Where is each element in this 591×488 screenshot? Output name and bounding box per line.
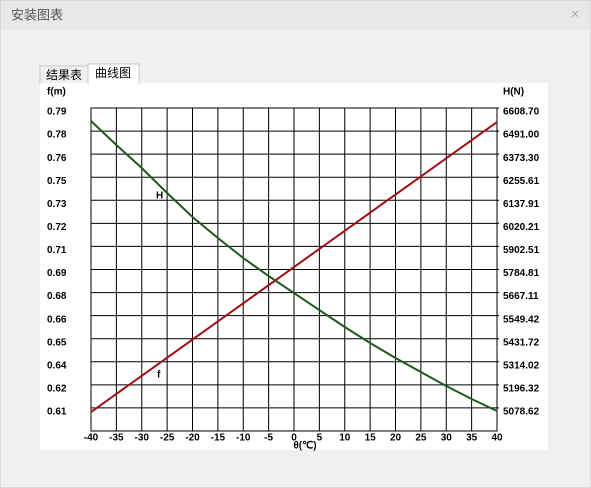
- y2-tick-label: 6608.70: [503, 107, 540, 118]
- y-tick-label: 0.71: [47, 245, 67, 256]
- series-line: [90, 120, 498, 412]
- y-tick-label: 0.78: [47, 130, 67, 141]
- y2-tick-label: 5667.11: [503, 291, 539, 302]
- x-tick-label: -40: [84, 433, 99, 444]
- x-tick-label: -20: [185, 433, 200, 444]
- y2-tick-label: 5902.51: [503, 245, 540, 256]
- tab-joint: [88, 82, 139, 85]
- x-tick-label: 40: [491, 433, 503, 444]
- x-tick-label: 15: [365, 433, 377, 444]
- y2-axis-title: H(N): [503, 87, 524, 98]
- y2-tick-label: 6137.91: [503, 199, 540, 210]
- y-tick-label: 0.75: [47, 176, 67, 187]
- y2-tick-label: 5196.32: [503, 383, 540, 394]
- window-title: 安装图表: [11, 7, 63, 22]
- y-tick-label: 0.62: [47, 383, 67, 394]
- y-tick-label: 0.61: [47, 407, 67, 418]
- y2-tick-label: 5784.81: [503, 268, 540, 279]
- tab-label[interactable]: 曲线图: [95, 66, 131, 80]
- series-label: H: [156, 191, 163, 202]
- y-tick-label: 0.65: [47, 337, 67, 348]
- x-tick-label: 20: [390, 433, 402, 444]
- y2-tick-label: 6373.30: [503, 153, 540, 164]
- y-tick-label: 0.64: [47, 360, 67, 371]
- x-tick-label: 10: [339, 433, 351, 444]
- x-tick-label: 30: [441, 433, 453, 444]
- x-tick-label: -5: [264, 433, 273, 444]
- y2-tick-label: 6491.00: [503, 130, 540, 141]
- y-axis-title: f(m): [47, 87, 66, 98]
- y-tick-label: 0.76: [47, 153, 67, 164]
- y-tick-label: 0.79: [47, 107, 67, 118]
- title-bar: [0, 0, 591, 31]
- y-tick-label: 0.69: [47, 268, 67, 279]
- y2-tick-label: 5549.42: [503, 314, 540, 325]
- x-tick-label: -30: [135, 433, 150, 444]
- y2-tick-label: 6255.61: [503, 176, 540, 187]
- y2-tick-label: 6020.21: [503, 222, 540, 233]
- y-tick-label: 0.66: [47, 314, 67, 325]
- x-tick-label: 5: [317, 433, 323, 444]
- series-label: f: [157, 370, 161, 381]
- x-tick-label: -35: [109, 433, 124, 444]
- y2-tick-label: 5314.02: [503, 360, 540, 371]
- y-tick-label: 0.73: [47, 199, 67, 210]
- y2-tick-label: 5078.62: [503, 407, 540, 418]
- y-tick-label: 0.68: [47, 291, 67, 302]
- x-tick-label: 0: [291, 433, 297, 444]
- close-button[interactable]: ×: [571, 6, 579, 22]
- x-axis-title: θ(℃): [293, 441, 316, 452]
- y2-tick-label: 5431.72: [503, 337, 540, 348]
- series-line: [90, 121, 498, 413]
- tab-label[interactable]: 结果表: [46, 68, 82, 82]
- x-tick-label: 25: [415, 433, 427, 444]
- x-tick-label: -10: [236, 433, 251, 444]
- x-tick-label: -25: [160, 433, 175, 444]
- x-tick-label: 35: [466, 433, 478, 444]
- y-tick-label: 0.72: [47, 222, 67, 233]
- x-tick-label: -15: [211, 433, 226, 444]
